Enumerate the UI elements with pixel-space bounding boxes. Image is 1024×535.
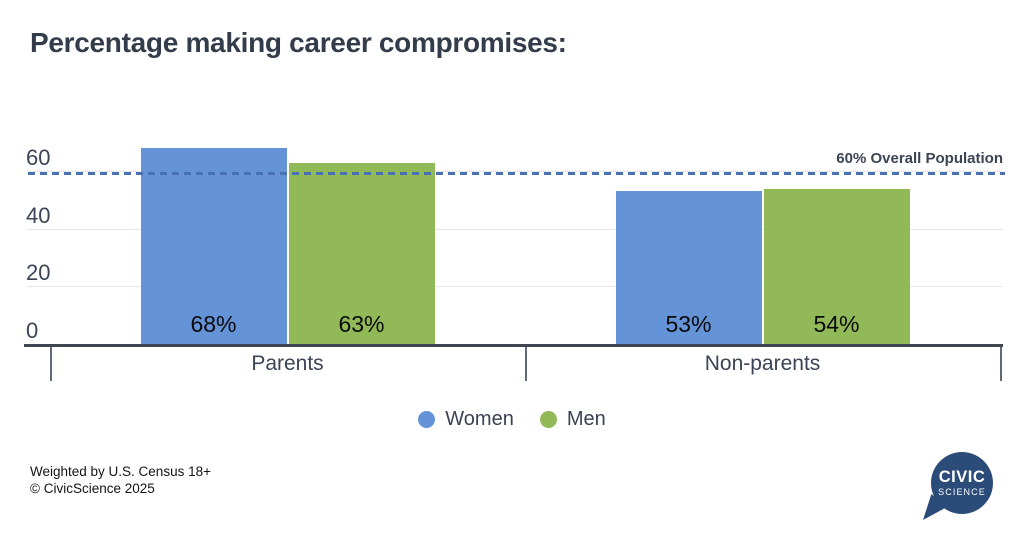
bar-non-parents-women[interactable]: 53% — [615, 191, 762, 344]
y-axis-label-60: 60 — [26, 145, 51, 171]
civicscience-logo: CIVIC SCIENCE — [915, 448, 997, 528]
logo-text-civic: CIVIC — [938, 468, 986, 486]
legend-label: Men — [566, 408, 606, 430]
source-note-line2: © CivicScience 2025 — [30, 481, 155, 496]
bar-value-label: 54% — [813, 311, 860, 337]
x-axis-tick-0 — [50, 345, 52, 381]
chart-legend: Women Men — [0, 408, 1024, 431]
bar-value-label: 68% — [190, 310, 237, 337]
x-axis-tick-2 — [1000, 345, 1002, 381]
gridline-60 — [27, 171, 1003, 173]
bar-non-parents-men[interactable]: 54% — [763, 188, 910, 344]
reference-line-label: 60% Overall Population — [836, 150, 1003, 167]
logo-text-science: SCIENCE — [938, 487, 986, 497]
reference-line — [28, 172, 1005, 176]
source-note-line1: Weighted by U.S. Census 18+ — [30, 464, 211, 479]
y-axis-label-0: 0 — [26, 318, 39, 343]
bar-parents-women[interactable]: 68% — [140, 148, 287, 344]
gridline-40 — [27, 228, 1003, 230]
x-axis-label-non-parents: Non-parents — [704, 352, 821, 375]
bar-value-label: 63% — [338, 310, 385, 337]
legend-item-men[interactable]: Men — [539, 408, 606, 431]
logo-bubble-icon: CIVIC SCIENCE — [931, 452, 993, 514]
source-note: Weighted by U.S. Census 18+ © CivicScien… — [30, 463, 211, 497]
gridline-20 — [27, 286, 1003, 288]
bar-value-label: 53% — [665, 310, 712, 337]
x-axis-line — [24, 344, 1003, 347]
legend-label: Women — [445, 408, 514, 430]
bar-parents-men[interactable]: 63% — [288, 162, 435, 344]
x-axis-tick-1 — [525, 345, 527, 381]
chart-title: Percentage making career compromises: — [30, 27, 567, 58]
legend-item-women[interactable]: Women — [418, 408, 514, 431]
y-axis-label-40: 40 — [26, 202, 51, 228]
legend-dot-icon — [539, 411, 557, 428]
legend-dot-icon — [418, 411, 436, 428]
y-axis-label-20: 20 — [26, 260, 51, 286]
x-axis-label-parents: Parents — [251, 352, 324, 375]
